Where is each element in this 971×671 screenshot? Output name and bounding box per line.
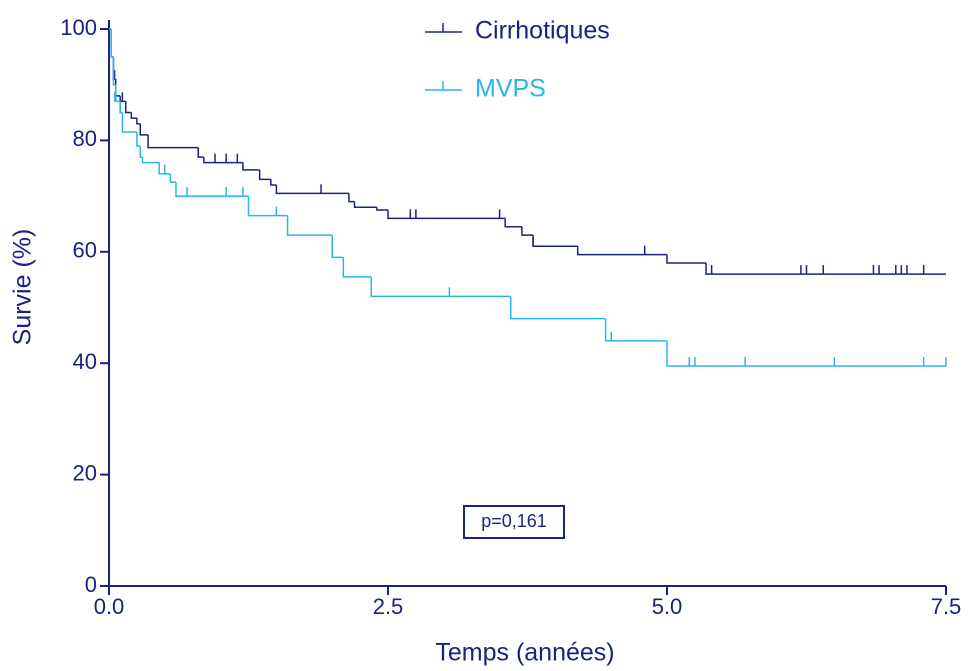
survival-step	[242, 162, 260, 171]
y-tick-label: 60	[73, 238, 97, 263]
survival-step	[275, 184, 349, 195]
survival-step	[370, 276, 511, 298]
x-tick-label: 2.5	[373, 594, 404, 619]
survival-step	[258, 169, 271, 181]
survival-step	[139, 145, 143, 158]
x-axis-label: Temps (années)	[435, 639, 614, 667]
x-tick-label: 0.0	[94, 594, 125, 619]
survival-step	[532, 235, 578, 247]
survival-step	[510, 296, 606, 320]
survival-step	[110, 29, 114, 58]
survival-step	[114, 84, 121, 103]
legend-label: MVPS	[475, 75, 546, 103]
survival-step	[136, 132, 141, 147]
survival-step	[124, 101, 132, 114]
survival-step	[286, 215, 333, 236]
legend-label: Cirrhotiques	[475, 17, 610, 45]
survival-step	[139, 123, 149, 136]
survival-step	[197, 147, 204, 158]
y-tick-label: 20	[73, 460, 97, 485]
survival-step	[247, 196, 288, 217]
survival-step	[175, 182, 249, 197]
survival-step	[169, 173, 176, 183]
survival-step	[331, 235, 344, 259]
survival-step	[121, 112, 137, 133]
y-tick-label: 100	[60, 15, 97, 40]
survival-step	[353, 201, 377, 208]
survival-step	[576, 246, 667, 256]
survival-step	[342, 257, 372, 278]
survival-step	[521, 226, 534, 236]
survival-step	[348, 193, 355, 203]
survival-step	[666, 340, 946, 367]
y-tick-label: 80	[73, 126, 97, 151]
y-axis-label: Survie (%)	[9, 229, 37, 346]
survival-step	[376, 207, 388, 211]
y-tick-label: 40	[73, 349, 97, 374]
survival-step	[203, 157, 243, 164]
survival-step	[136, 118, 141, 125]
survival-step	[130, 112, 137, 119]
survival-step	[666, 254, 707, 264]
survival-step	[158, 162, 171, 175]
x-tick-label: 5.0	[652, 594, 683, 619]
survival-step	[604, 318, 667, 342]
survival-step	[270, 179, 277, 186]
survival-step	[147, 134, 199, 149]
survival-step	[504, 218, 522, 228]
y-tick-label: 0	[85, 572, 97, 597]
annotation-box	[463, 505, 565, 539]
survival-step	[387, 210, 506, 220]
survival-step	[705, 262, 946, 275]
survival-step	[141, 157, 160, 164]
annotation: p=0,161	[481, 511, 547, 531]
x-tick-label: 7.5	[931, 594, 962, 619]
